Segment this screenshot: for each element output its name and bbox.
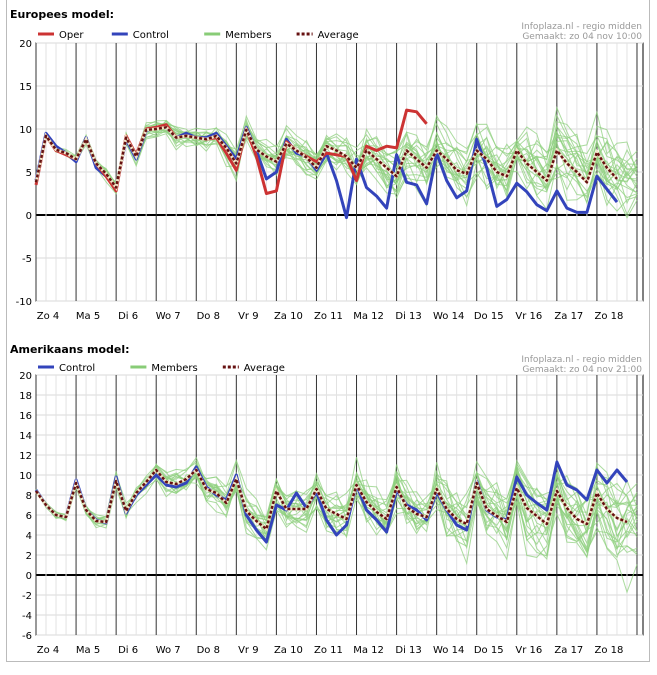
x-tick-label: Di 13 [395,311,421,322]
x-tick-label: Di 6 [118,645,138,656]
x-tick-label: Zo 4 [37,311,60,322]
y-tick-label: 10 [19,125,32,136]
x-tick-label: Vr 16 [515,645,542,656]
y-tick-label: -5 [22,254,32,265]
y-tick-label: -6 [22,631,32,642]
x-tick-label: Ma 12 [353,311,384,322]
x-tick-label: Wo 14 [433,645,464,656]
credit: Infoplaza.nl - regio midden Gemaakt: zo … [521,355,642,375]
x-tick-label: Di 13 [395,645,421,656]
x-tick-label: Do 8 [197,645,220,656]
x-tick-label: Za 10 [274,645,303,656]
legend-label: Average [244,363,285,374]
member-line [35,122,638,205]
y-tick-label: -10 [16,297,32,308]
legend-label: Oper [59,30,84,41]
y-tick-label: 8 [26,491,32,502]
credit-made: Gemaakt: zo 04 nov 10:00 [522,32,642,42]
y-tick-label: 4 [26,531,32,542]
average-line [34,468,628,531]
chart-title: Europees model: [10,8,115,21]
x-tick-label: Zo 11 [314,645,343,656]
x-tick-label: Vr 9 [238,645,259,656]
y-tick-label: 15 [19,82,32,93]
x-tick-label: Za 10 [274,311,303,322]
page-frame [6,0,650,662]
x-tick-label: Za 17 [554,311,583,322]
credit-source: Infoplaza.nl - regio midden [521,355,642,365]
y-tick-label: 20 [19,371,32,382]
y-tick-label: 6 [26,511,32,522]
x-tick-label: Do 8 [197,311,220,322]
legend-label: Control [59,363,95,374]
y-tick-label: -2 [22,591,32,602]
member-line [35,127,638,199]
x-tick-label: Vr 16 [515,311,542,322]
x-tick-label: Wo 7 [156,311,181,322]
y-tick-label: 14 [19,431,32,442]
x-tick-label: Di 6 [118,311,138,322]
x-tick-label: Wo 7 [156,645,181,656]
legend-label: Control [133,30,169,41]
x-tick-label: Ma 5 [76,311,100,322]
y-tick-label: 0 [26,211,32,222]
x-tick-label: Ma 12 [353,645,384,656]
credit-made: Gemaakt: zo 04 nov 21:00 [522,365,642,375]
legend-label: Members [151,363,197,374]
x-tick-label: Zo 18 [594,645,623,656]
europees-chart: -10 -5 0 5 10 15 20 Zo 4 Ma 5 Di 6 Wo 7 Do 8 Vr 9 Za … [16,30,644,322]
x-tick-label: Zo 11 [314,311,343,322]
y-tick-label: 0 [26,571,32,582]
x-tick-label: Za 17 [554,645,583,656]
x-tick-label: Vr 9 [238,311,259,322]
x-tick-label: Ma 5 [76,645,100,656]
legend-label: Members [225,30,271,41]
y-tick-label: 10 [19,471,32,482]
chart-title: Amerikaans model: [10,343,130,356]
y-tick-label: 18 [19,391,32,402]
credit-source: Infoplaza.nl - regio midden [521,22,642,32]
y-tick-label: 2 [26,551,32,562]
legend-label: Average [318,30,359,41]
x-tick-label: Zo 18 [594,311,623,322]
y-tick-label: 20 [19,39,32,50]
y-tick-label: 16 [19,411,32,422]
amerikaans-chart: -6 -4 -2 0 2 4 6 8 10 12 14 16 18 20 Zo 4 Ma 5 Di 6 Wo 7 D… [19,363,644,656]
member-line [35,458,638,566]
y-tick-label: 5 [26,168,32,179]
x-tick-label: Wo 14 [433,311,464,322]
member-line [35,463,638,550]
y-tick-label: 12 [19,451,32,462]
member-line [35,463,638,541]
average-line [34,126,618,189]
x-tick-label: Do 15 [474,645,504,656]
x-tick-label: Zo 4 [37,645,60,656]
x-tick-label: Do 15 [474,311,504,322]
credit: Infoplaza.nl - regio midden Gemaakt: zo … [521,22,642,42]
y-tick-label: -4 [22,611,32,622]
